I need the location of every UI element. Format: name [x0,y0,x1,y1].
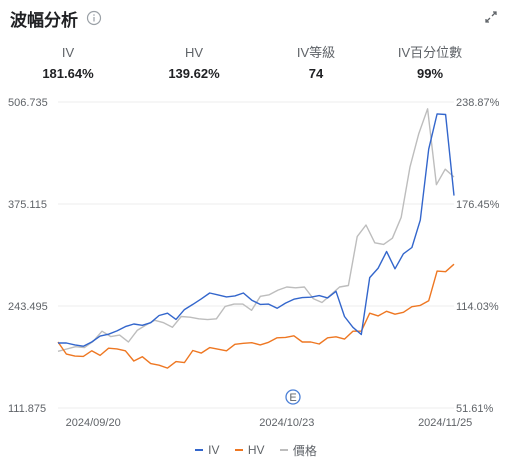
x-axis-tick-label: 2024/09/20 [66,417,121,429]
legend-label: HV [247,443,265,457]
stat-label: IV [61,45,75,60]
legend-label: 價格 [292,443,317,458]
legend-swatch [279,449,288,451]
legend-item-iv[interactable]: IV [195,443,219,457]
earnings-marker-icon[interactable] [285,389,301,405]
left-axis-tick-label: 375.115 [8,199,47,211]
volatility-chart[interactable]: 506.735 238.87% 375.115 176.45% 243.495 114.0… [0,90,512,430]
stat-label: IV百分位數 [397,45,463,60]
stat-value: 99% [416,66,444,81]
left-axis-tick-label: 243.495 [8,301,48,313]
left-axis-tick-label: 111.875 [8,403,46,415]
stat-value: 74 [308,66,324,81]
stat-iv-rank: IV等級 74 [256,44,376,84]
stat-value: 181.64% [42,66,94,81]
series-line-iv [58,113,455,347]
legend-item-hv[interactable]: HV [234,443,265,457]
legend-label: IV [208,443,220,457]
stats-row: IV 181.64% HV 139.62% IV等級 74 IV百分位數 99% [0,44,512,84]
chart-legend: IV HV 價格 [0,440,512,459]
chart-header: 波幅分析 [10,6,102,30]
legend-swatch [195,449,204,451]
right-axis-tick-label: 176.45% [456,199,500,211]
series-line-price [57,108,455,352]
expand-icon[interactable] [484,10,498,24]
right-axis-tick-label: 51.61% [456,403,494,415]
x-axis-tick-label: 2024/10/23 [259,417,314,429]
stat-hv: HV 139.62% [134,44,254,84]
chart-title: 波幅分析 [10,10,78,30]
x-axis-tick-label: 2024/11/25 [418,417,472,429]
earnings-marker-label: E [289,392,296,404]
stat-label: IV等級 [296,45,336,60]
stat-value: 139.62% [168,66,220,81]
right-axis-tick-label: 114.03% [456,301,499,313]
left-axis-tick-label: 506.735 [8,97,48,109]
info-icon[interactable] [86,10,102,26]
series-line-hv [57,263,455,369]
right-axis-tick-label: 238.87% [456,97,500,109]
legend-item-price[interactable]: 價格 [279,442,317,459]
legend-swatch [234,449,243,451]
stat-iv: IV 181.64% [8,44,128,84]
stat-iv-percentile: IV百分位數 99% [370,44,490,84]
stat-label: HV [184,45,204,60]
